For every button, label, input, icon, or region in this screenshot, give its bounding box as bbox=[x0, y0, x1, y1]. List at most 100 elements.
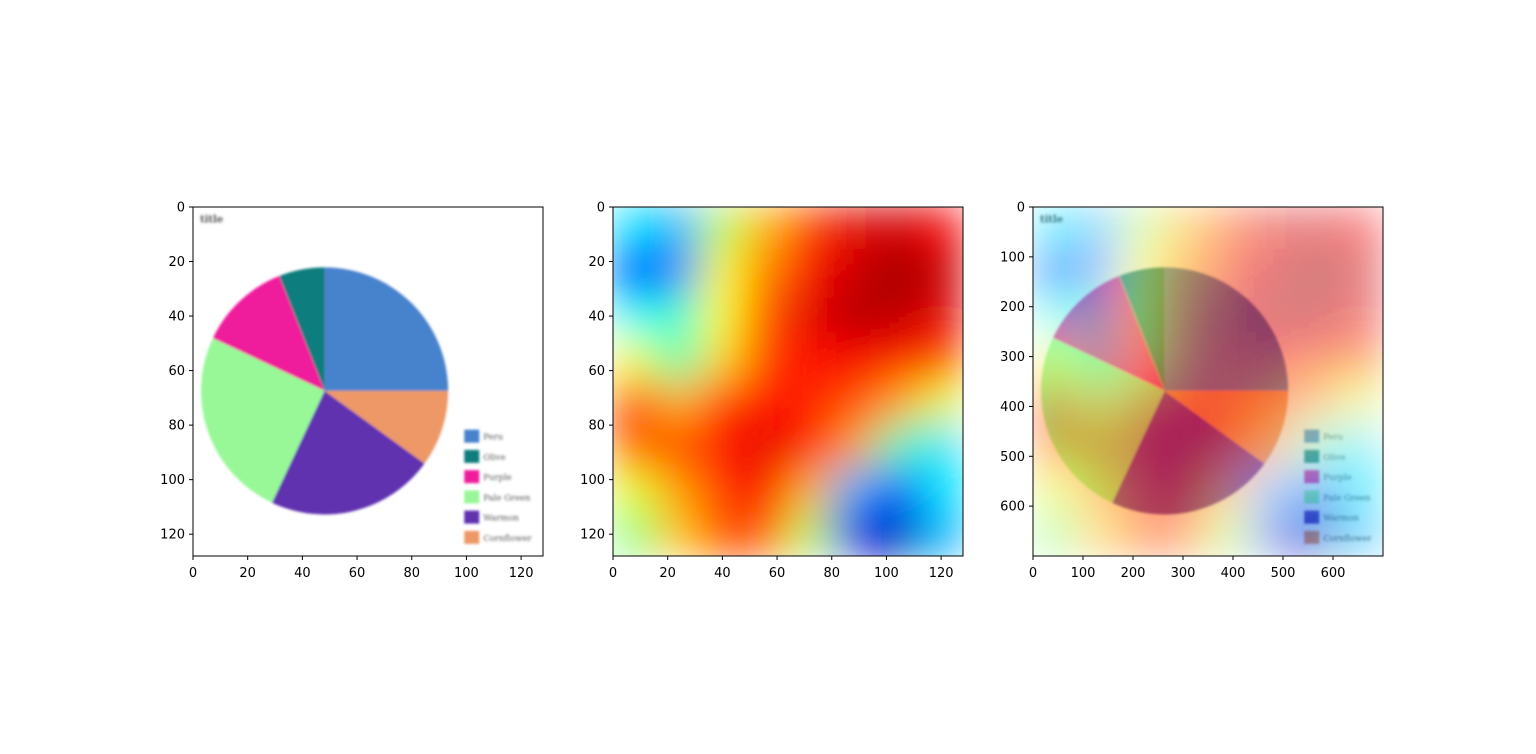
heatmap-cell bbox=[700, 250, 745, 295]
heatmap-cell bbox=[787, 293, 833, 339]
heatmap-cell bbox=[918, 381, 963, 426]
heatmap-cell bbox=[613, 424, 658, 470]
heatmap-cell bbox=[875, 424, 920, 470]
heatmap-cell bbox=[613, 381, 658, 426]
input-xtick-label: 60 bbox=[349, 566, 366, 581]
heatmap-cell bbox=[743, 250, 789, 295]
overlay-ytick-label: 600 bbox=[1000, 500, 1025, 515]
heatmap-xtick-label: 20 bbox=[659, 566, 676, 581]
heatmap-ytick-label: 20 bbox=[588, 255, 605, 270]
overlay-heat-cell bbox=[1120, 250, 1165, 295]
heatmap-cell bbox=[656, 293, 701, 339]
heatmap-cell bbox=[831, 293, 876, 339]
heatmap-cell bbox=[700, 424, 745, 470]
heatmap-cell bbox=[700, 207, 745, 252]
overlay-heat-cell bbox=[1207, 293, 1253, 339]
overlay-heat-cell bbox=[1163, 337, 1209, 382]
heatmap-cell bbox=[743, 511, 789, 556]
overlay-heat-cell bbox=[1295, 293, 1340, 339]
overlay-heat-cell bbox=[1033, 468, 1078, 513]
input-xtick-label: 40 bbox=[294, 566, 311, 581]
overlay-heat-cell bbox=[1338, 293, 1383, 339]
input-legend-swatch bbox=[464, 510, 480, 524]
overlay-xtick-label: 200 bbox=[1121, 566, 1146, 581]
heatmap-cell bbox=[613, 293, 658, 339]
overlay-ytick-label: 500 bbox=[1000, 450, 1025, 465]
heatmap-cell bbox=[656, 424, 701, 470]
heatmap-cell bbox=[787, 511, 833, 556]
overlay-xtick-label: 0 bbox=[1029, 566, 1037, 581]
input-ytick-label: 60 bbox=[168, 364, 185, 379]
heatmap-cell bbox=[875, 337, 920, 382]
heatmap-cell bbox=[656, 511, 701, 556]
heatmap-cell bbox=[613, 337, 658, 382]
heatmap-cell bbox=[918, 468, 963, 513]
overlay-heat-cell bbox=[1251, 468, 1296, 513]
heatmap-ytick-label: 0 bbox=[597, 201, 605, 216]
heatmap-cell bbox=[743, 293, 789, 339]
overlay-heat-cell bbox=[1120, 293, 1165, 339]
heatmap-cell bbox=[918, 511, 963, 556]
input-slice-cornflower bbox=[324, 390, 449, 464]
input-slice-peru bbox=[324, 267, 449, 391]
input-slice-warmon bbox=[271, 390, 425, 515]
overlay-ytick-label: 0 bbox=[1017, 201, 1025, 216]
heatmap-cell bbox=[831, 207, 876, 252]
overlay-heat-cell bbox=[1033, 207, 1078, 252]
overlay-ytick-label: 300 bbox=[1000, 350, 1025, 365]
heatmap-axes: 0 20 40 60 80 100 120 0 20 40 60 80 100 120 bbox=[580, 201, 953, 582]
heatmap-cell bbox=[831, 424, 876, 470]
heatmap-cell bbox=[875, 468, 920, 513]
overlay-heat-cell bbox=[1338, 424, 1383, 470]
heatmap-cell bbox=[787, 337, 833, 382]
heatmap-xtick-label: 60 bbox=[769, 566, 786, 581]
overlay-heatmap bbox=[1033, 207, 1383, 556]
input-legend-swatch bbox=[464, 530, 480, 544]
overlay-heat-cell bbox=[1207, 468, 1253, 513]
heatmap-cell bbox=[787, 207, 833, 252]
input-legend-swatch bbox=[464, 449, 480, 463]
input-slice-purple bbox=[212, 276, 325, 391]
input-slice-olive bbox=[279, 267, 325, 391]
overlay-heat-cell bbox=[1251, 337, 1296, 382]
heatmap-cell bbox=[613, 511, 658, 556]
input-legend-label: Pale Green bbox=[483, 493, 531, 503]
overlay-heat-cell bbox=[1207, 250, 1253, 295]
input-legend-swatch bbox=[464, 490, 480, 504]
overlay-heat-cell bbox=[1295, 207, 1340, 252]
heatmap-cell bbox=[700, 468, 745, 513]
heatmap-ytick-label: 100 bbox=[580, 473, 605, 488]
overlay-heat-cell bbox=[1251, 511, 1296, 556]
overlay-heat-cell bbox=[1207, 381, 1253, 426]
heatmap-cell bbox=[787, 424, 833, 470]
overlay-heat-cell bbox=[1251, 250, 1296, 295]
heatmap-xtick-label: 0 bbox=[609, 566, 617, 581]
overlay-heat-cell bbox=[1338, 337, 1383, 382]
overlay-frame bbox=[1032, 206, 1384, 557]
heatmap-cell bbox=[918, 424, 963, 470]
heatmap-cell bbox=[700, 381, 745, 426]
overlay-heat-cell bbox=[1120, 207, 1165, 252]
input-ytick-label: 40 bbox=[168, 310, 185, 325]
heatmap-xtick-label: 80 bbox=[823, 566, 840, 581]
input-legend-swatch bbox=[464, 429, 480, 443]
input-legend-label: Peru bbox=[483, 433, 503, 443]
overlay-heat-cell bbox=[1207, 337, 1253, 382]
overlay-heat-cell bbox=[1295, 424, 1340, 470]
heatmap-ytick-label: 40 bbox=[588, 310, 605, 325]
heatmap-cell bbox=[613, 250, 658, 295]
heatmap-cell bbox=[613, 468, 658, 513]
overlay-heat-cell bbox=[1076, 250, 1121, 295]
overlay-heat-cell bbox=[1076, 381, 1121, 426]
overlay-heat-cell bbox=[1295, 468, 1340, 513]
heatmap-cell bbox=[743, 337, 789, 382]
overlay-xtick-label: 500 bbox=[1271, 566, 1296, 581]
overlay-heat-cell bbox=[1251, 424, 1296, 470]
overlay-heat-cell bbox=[1163, 293, 1209, 339]
heatmap-cell bbox=[700, 337, 745, 382]
heatmap-ytick-label: 80 bbox=[588, 419, 605, 434]
heatmap-cell bbox=[875, 207, 920, 252]
heatmap-cell bbox=[656, 468, 701, 513]
input-xtick-label: 100 bbox=[454, 566, 479, 581]
overlay-heat-cell bbox=[1338, 250, 1383, 295]
